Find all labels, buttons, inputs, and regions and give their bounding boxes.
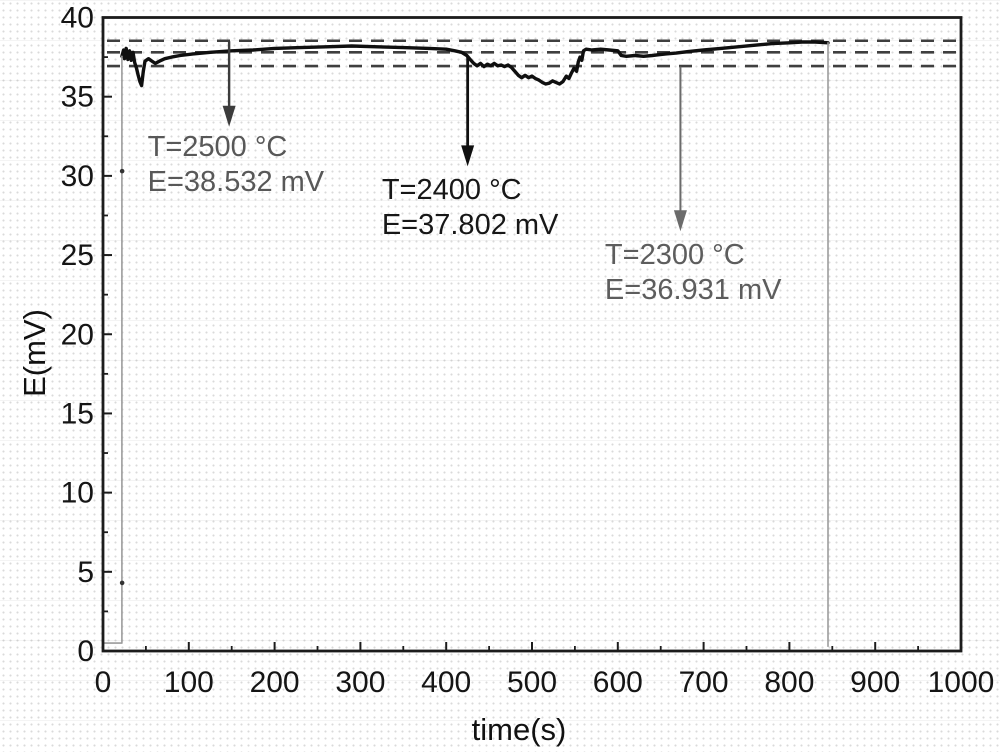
y-tick-label: 30 (61, 160, 94, 193)
x-tick-label: 100 (164, 666, 214, 699)
x-tick-label: 700 (679, 666, 729, 699)
y-tick-label: 10 (61, 477, 94, 510)
signal-baseline-and-rise-curve (103, 55, 123, 644)
x-tick-label: 600 (593, 666, 643, 699)
y-tick-label: 0 (77, 635, 94, 668)
x-tick-label: 200 (250, 666, 300, 699)
y-tick-label: 35 (61, 81, 94, 114)
y-axis-title: E(mV) (17, 309, 52, 397)
x-axis-title: time(s) (471, 712, 567, 747)
y-tick-label: 25 (61, 239, 94, 272)
thermocouple-emf-curve (120, 40, 830, 88)
x-tick-label: 900 (850, 666, 900, 699)
annotation-t2500-temperature: T=2500 °C (147, 130, 288, 163)
x-tick-label: 300 (335, 666, 385, 699)
annotation-arrowhead-icon (673, 210, 687, 232)
annotation-arrowhead-icon (222, 105, 236, 127)
rise-sample-dot (119, 580, 125, 586)
annotation-t2400-temperature: T=2400 °C (381, 173, 522, 206)
y-tick-label: 5 (77, 556, 94, 589)
annotation-t2300-temperature: T=2300 °C (604, 238, 745, 271)
x-tick-label: 1000 (928, 666, 995, 699)
y-tick-label: 20 (61, 318, 94, 351)
x-tick-label: 500 (507, 666, 557, 699)
annotation-t2400-emf: E=37.802 mV (381, 208, 559, 241)
annotation-t2300-emf: E=36.931 mV (604, 273, 782, 306)
rise-sample-dot (119, 168, 125, 174)
y-tick-label: 15 (61, 397, 94, 430)
annotation-arrowhead-icon (461, 145, 475, 167)
annotation-t2500: T=2500 °C E=38.532 mV (148, 130, 325, 200)
x-tick-label: 0 (95, 666, 112, 699)
x-tick-label: 400 (421, 666, 471, 699)
annotation-t2500-emf: E=38.532 mV (147, 165, 325, 198)
y-tick-label: 40 (61, 2, 94, 35)
x-tick-label: 800 (764, 666, 814, 699)
annotation-t2300: T=2300 °C E=36.931 mV (605, 238, 782, 308)
annotation-t2400: T=2400 °C E=37.802 mV (382, 173, 559, 243)
